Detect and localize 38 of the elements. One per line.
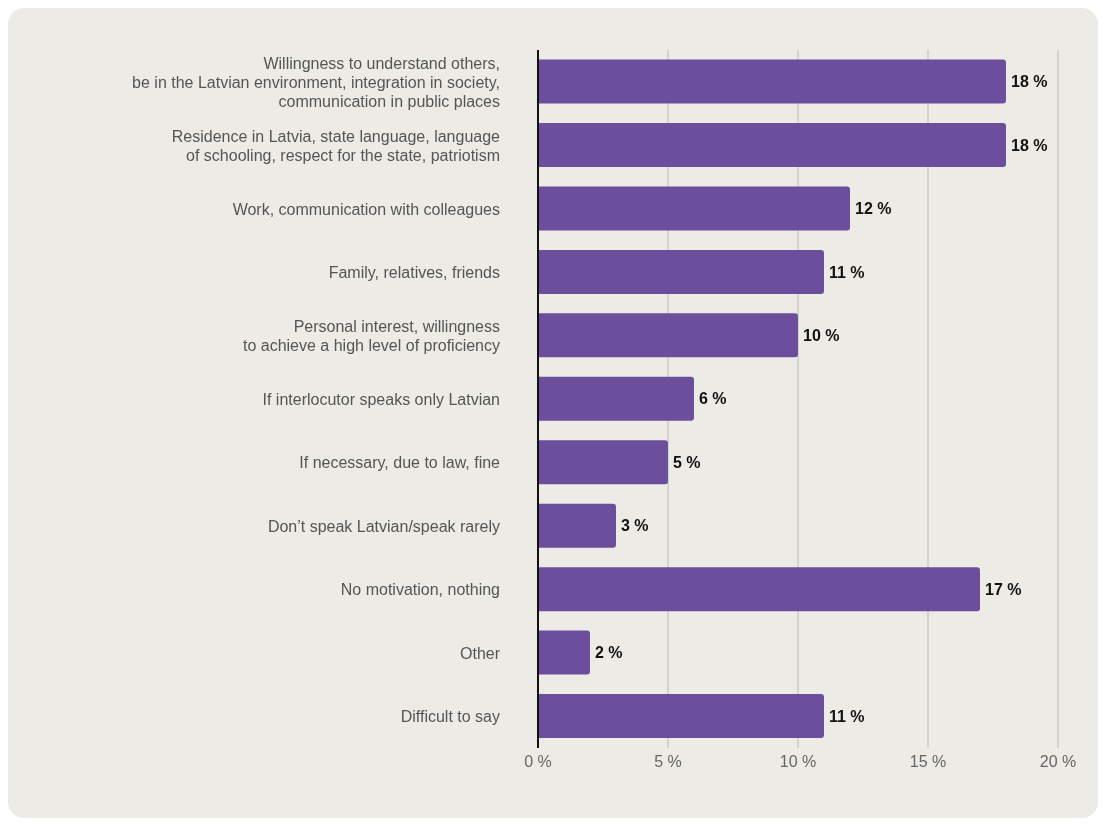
- y-tick-label: If necessary, due to law, fine: [299, 453, 501, 471]
- x-tick-label: 10 %: [779, 753, 817, 771]
- x-tick-label: 15 %: [909, 753, 947, 771]
- data-label: 5 %: [673, 453, 701, 471]
- y-tick-label: Family, relatives, friends: [328, 263, 500, 281]
- y-tick-label: Work, communication with colleagues: [232, 200, 500, 218]
- data-label: 11 %: [829, 707, 865, 725]
- bar: [538, 186, 850, 231]
- y-tick-label: Willingness to understand others, be in the Latvian environment, integration in society, communication in public places: [132, 54, 500, 110]
- data-label: 18 %: [1011, 73, 1048, 91]
- y-tick-label: Other: [459, 644, 501, 662]
- y-tick-label: If interlocutor speaks only Latvian: [262, 390, 500, 408]
- x-tick-label: 5 %: [654, 753, 682, 771]
- x-tick-label: 0 %: [524, 753, 552, 771]
- bar: [538, 376, 694, 421]
- x-tick-label: 20 %: [1039, 753, 1077, 771]
- y-tick-label: Residence in Latvia, state language, language of schooling, respect for the state, patriotism: [171, 127, 501, 164]
- data-label: 3 %: [621, 517, 649, 535]
- bar: [538, 122, 1006, 167]
- bar: [538, 440, 668, 485]
- y-tick-label: Personal interest, willingness to achieve a high level of proficiency: [242, 317, 500, 354]
- bar: [538, 567, 980, 612]
- data-label: 17 %: [985, 580, 1022, 598]
- bar: [538, 313, 798, 358]
- bar: [538, 59, 1006, 104]
- bar: [538, 694, 824, 739]
- y-tick-label: No motivation, nothing: [340, 580, 500, 598]
- bar: [538, 249, 824, 294]
- data-label: 2 %: [595, 644, 623, 662]
- data-label: 12 %: [855, 200, 892, 218]
- y-tick-label: Don’t speak Latvian/speak rarely: [267, 517, 500, 535]
- data-label: 6 %: [699, 390, 727, 408]
- bar: [538, 503, 616, 548]
- data-label: 18 %: [1011, 136, 1048, 154]
- data-label: 10 %: [803, 327, 840, 345]
- data-label: 11 %: [829, 263, 865, 281]
- y-tick-label: Difficult to say: [400, 707, 500, 725]
- bar: [538, 630, 590, 675]
